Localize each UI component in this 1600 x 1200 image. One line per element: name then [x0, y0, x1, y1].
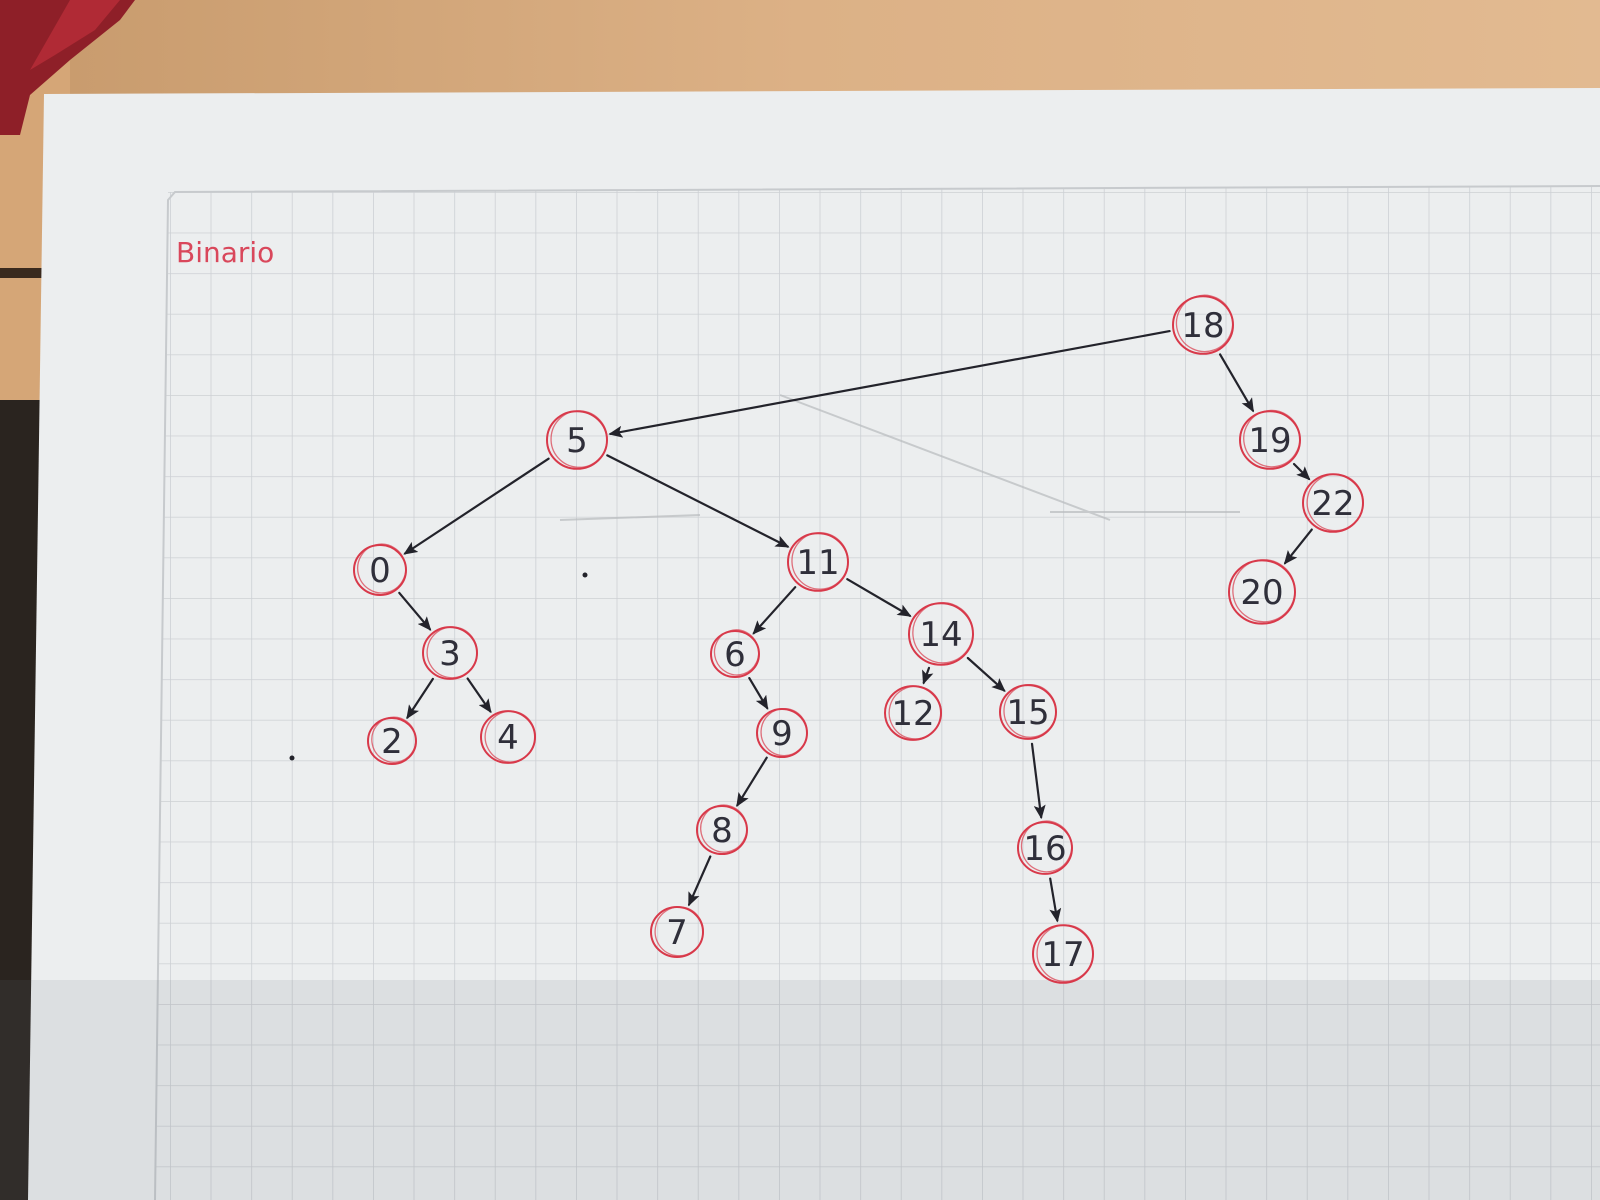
node-label: 4: [497, 718, 519, 758]
tree-node-22: 22: [1302, 473, 1364, 533]
tree-node-4: 4: [480, 710, 536, 764]
node-label: 14: [919, 615, 962, 655]
node-label: 7: [666, 913, 688, 953]
edge-n18-to-n19: [1218, 353, 1255, 413]
pencil-trace: [559, 394, 1240, 521]
node-label: 11: [796, 543, 839, 583]
node-circle-stroke: [1232, 559, 1296, 623]
desk-edge: [0, 268, 70, 278]
edge-n9-to-n8: [736, 756, 768, 808]
tree-node-19: 19: [1239, 409, 1301, 470]
node-circle-stroke: [912, 602, 974, 664]
tree-node-16: 16: [1017, 820, 1073, 875]
node-label: 17: [1041, 935, 1084, 975]
node-label: 18: [1181, 306, 1224, 346]
node-circle-stroke: [713, 629, 760, 676]
node-circle-stroke: [1306, 473, 1364, 532]
tree-node-17: 17: [1032, 924, 1094, 984]
node-circle-stroke: [371, 716, 417, 763]
node-circle-stroke: [888, 685, 942, 740]
edge-n14-to-n15: [966, 656, 1006, 692]
node-circle-stroke: [654, 906, 704, 957]
edge-n0-to-n3: [398, 591, 432, 631]
edge-n5-to-n11: [606, 454, 790, 548]
node-circle-stroke: [1175, 294, 1234, 353]
node-circle-stroke: [357, 543, 407, 594]
node-label: 0: [369, 551, 391, 591]
tree-node-11: 11: [787, 532, 849, 592]
node-circle-stroke: [700, 804, 748, 853]
tree-node-18: 18: [1172, 294, 1234, 355]
edges-layer: [398, 330, 1313, 923]
node-circle-stroke: [1020, 820, 1073, 873]
node-label: 5: [566, 421, 588, 461]
edge-n6-to-n9: [748, 676, 769, 710]
node-circle-stroke: [550, 410, 608, 468]
edge-n16-to-n17: [1049, 877, 1062, 923]
node-label: 8: [711, 811, 733, 851]
node-label: 19: [1248, 421, 1291, 461]
node-label: 6: [724, 635, 746, 675]
node-label: 15: [1006, 693, 1049, 733]
nodes-layer: 18 5 0 3 2 4 11 69 8 7 14 12 15 16 17 19 22 20: [353, 294, 1364, 984]
tree-node-15: 15: [999, 683, 1057, 740]
paper-shadow: [0, 980, 1600, 1200]
node-circle-stroke: [426, 626, 478, 679]
edge-n14-to-n12: [922, 666, 934, 685]
node-label: 9: [771, 714, 793, 754]
node-label: 16: [1023, 829, 1066, 869]
edge-n11-to-n6: [752, 586, 797, 635]
edge-n3-to-n4: [466, 677, 492, 714]
diagram-title: Binario: [176, 236, 274, 269]
node-label: 12: [891, 694, 934, 734]
ink-dot: [582, 572, 588, 578]
edge-n18-to-n5: [608, 330, 1171, 438]
edge-n3-to-n2: [406, 677, 434, 720]
grid-area: [155, 186, 1600, 1200]
tree-node-7: 7: [650, 906, 704, 958]
node-label: 20: [1240, 573, 1283, 613]
edge-n15-to-n16: [1030, 742, 1046, 820]
node-circle-stroke: [484, 710, 536, 763]
tree-node-9: 9: [756, 707, 808, 758]
tree-node-6: 6: [710, 629, 760, 679]
red-stapler-shape: [0, 0, 135, 135]
tree-node-5: 5: [546, 410, 608, 470]
grid-border: [154, 185, 1600, 1200]
edge-n11-to-n14: [846, 578, 912, 617]
node-label: 22: [1311, 484, 1354, 524]
tree-node-12: 12: [884, 685, 942, 741]
edge-n8-to-n7: [687, 855, 712, 907]
node-circle-stroke: [1036, 924, 1094, 983]
node-label: 3: [439, 634, 461, 674]
tree-node-3: 3: [422, 626, 478, 680]
tree-node-14: 14: [908, 602, 974, 666]
node-circle-stroke: [1243, 409, 1301, 468]
edge-n19-to-n22: [1292, 462, 1311, 481]
node-circle-stroke: [1003, 683, 1057, 738]
node-label: 2: [381, 722, 403, 762]
node-circle-stroke: [791, 532, 849, 590]
ink-dot: [289, 755, 295, 761]
tree-node-8: 8: [696, 804, 748, 855]
tree-node-2: 2: [367, 716, 417, 766]
edge-n22-to-n20: [1283, 528, 1313, 565]
edge-n5-to-n0: [403, 457, 550, 555]
red-stapler-highlight: [30, 0, 120, 70]
tree-node-0: 0: [353, 543, 407, 596]
node-circle-stroke: [760, 707, 808, 757]
tree-node-20: 20: [1228, 559, 1296, 625]
